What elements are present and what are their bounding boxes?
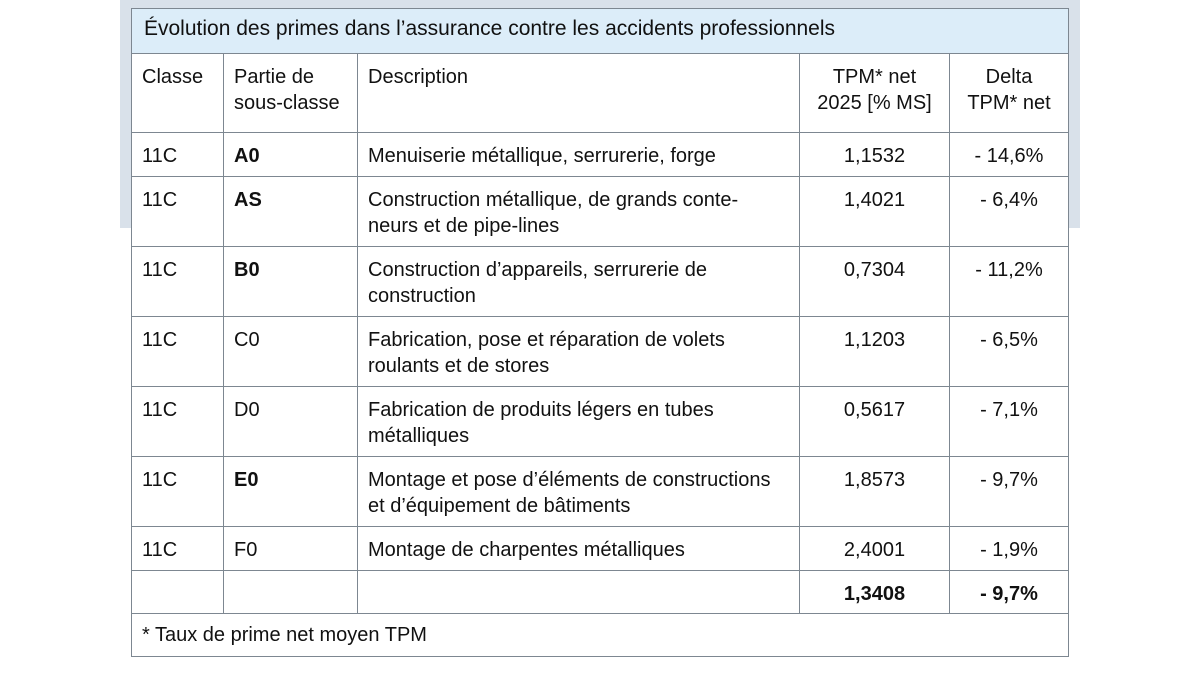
table-header-row: Classe Partie de sous-classe Description …: [131, 53, 1070, 133]
header-delta-line2: TPM* net: [967, 92, 1051, 114]
cell-tpm: 1,1203: [799, 316, 950, 387]
cell-partie: D0: [223, 386, 358, 457]
description-line1: Fabrication, pose et réparation de volet…: [368, 329, 725, 351]
cell-delta: - 9,7%: [948, 456, 1070, 527]
header-classe: Classe: [131, 53, 224, 133]
cell-delta: - 11,2%: [948, 246, 1070, 317]
header-partie-line1: Partie de: [234, 66, 315, 88]
description-line1: Menuiserie métallique, serrurerie, forge: [368, 145, 716, 167]
description-line2: roulants et de stores: [368, 355, 550, 377]
header-tpm: TPM* net 2025 [% MS]: [799, 53, 950, 133]
header-partie: Partie de sous-classe: [223, 53, 358, 133]
cell-delta: - 7,1%: [948, 386, 1070, 457]
cell-classe: 11C: [131, 456, 224, 527]
header-tpm-line2: 2025 [% MS]: [817, 92, 932, 114]
table-row: 11C F0 Montage de charpentes métalliques…: [131, 526, 1070, 571]
description-line1: Construction d’appareils, serrurerie de: [368, 259, 708, 281]
cell-tpm: 0,5617: [799, 386, 950, 457]
total-empty-cell: [357, 570, 800, 614]
total-tpm: 1,3408: [799, 570, 950, 614]
cell-partie: C0: [223, 316, 358, 387]
footnote: * Taux de prime net moyen TPM: [130, 613, 1070, 657]
cell-partie: E0: [223, 456, 358, 527]
cell-description: Montage de charpentes métalliques: [357, 526, 800, 571]
cell-description: Construction d’appareils, serrurerie de c…: [357, 246, 800, 317]
total-empty-cell: [131, 570, 224, 614]
description-line2: et d’équipement de bâtiments: [368, 495, 631, 517]
table-title: Évolution des primes dans l’assurance co…: [130, 8, 1070, 54]
premium-evolution-table: Évolution des primes dans l’assurance co…: [130, 8, 1070, 657]
table-row: 11C C0 Fabrication, pose et réparation d…: [131, 316, 1070, 387]
cell-tpm: 0,7304: [799, 246, 950, 317]
cell-classe: 11C: [131, 316, 224, 387]
premium-table-container: Évolution des primes dans l’assurance co…: [130, 8, 1070, 657]
cell-description: Fabrication, pose et réparation de volet…: [357, 316, 800, 387]
cell-classe: 11C: [131, 132, 224, 177]
cell-partie: F0: [223, 526, 358, 571]
header-delta: Delta TPM* net: [948, 53, 1070, 133]
cell-partie: A0: [223, 132, 358, 177]
cell-description: Fabrication de produits légers en tubes m…: [357, 386, 800, 457]
table-title-row: Évolution des primes dans l’assurance co…: [130, 8, 1070, 54]
description-line1: Fabrication de produits légers en tubes: [368, 399, 714, 421]
cell-description: Construction métallique, de grands conte…: [357, 176, 800, 247]
cell-classe: 11C: [131, 526, 224, 571]
cell-classe: 11C: [131, 386, 224, 457]
header-delta-line1: Delta: [985, 66, 1033, 88]
cell-description: Montage et pose d’éléments de constructi…: [357, 456, 800, 527]
cell-delta: - 14,6%: [948, 132, 1070, 177]
cell-delta: - 6,5%: [948, 316, 1070, 387]
total-delta: - 9,7%: [948, 570, 1070, 614]
cell-tpm: 1,1532: [799, 132, 950, 177]
cell-classe: 11C: [131, 176, 224, 247]
cell-description: Menuiserie métallique, serrurerie, forge: [357, 132, 800, 177]
description-line2: construction: [368, 285, 476, 307]
description-line2: neurs et de pipe-lines: [368, 215, 560, 237]
table-row: 11C A0 Menuiserie métallique, serrurerie…: [131, 132, 1070, 177]
table-row: 11C AS Construction métallique, de grand…: [131, 176, 1070, 247]
description-line1: Montage de charpentes métalliques: [368, 539, 685, 561]
cell-delta: - 6,4%: [948, 176, 1070, 247]
header-tpm-line1: TPM* net: [832, 66, 917, 88]
header-partie-line2: sous-classe: [234, 92, 340, 114]
table-row: 11C B0 Construction d’appareils, serrure…: [131, 246, 1070, 317]
total-row: 1,3408 - 9,7%: [131, 570, 1070, 614]
cell-classe: 11C: [131, 246, 224, 317]
description-line1: Montage et pose d’éléments de constructi…: [368, 469, 771, 491]
header-description: Description: [357, 53, 800, 133]
description-line1: Construction métallique, de grands conte…: [368, 189, 739, 211]
cell-partie: AS: [223, 176, 358, 247]
cell-partie: B0: [223, 246, 358, 317]
cell-delta: - 1,9%: [948, 526, 1070, 571]
description-line2: métalliques: [368, 425, 470, 447]
cell-tpm: 1,4021: [799, 176, 950, 247]
cell-tpm: 1,8573: [799, 456, 950, 527]
total-empty-cell: [223, 570, 358, 614]
table-row: 11C E0 Montage et pose d’éléments de con…: [131, 456, 1070, 527]
footnote-row: * Taux de prime net moyen TPM: [130, 613, 1070, 657]
cell-tpm: 2,4001: [799, 526, 950, 571]
table-row: 11C D0 Fabrication de produits légers en…: [131, 386, 1070, 457]
